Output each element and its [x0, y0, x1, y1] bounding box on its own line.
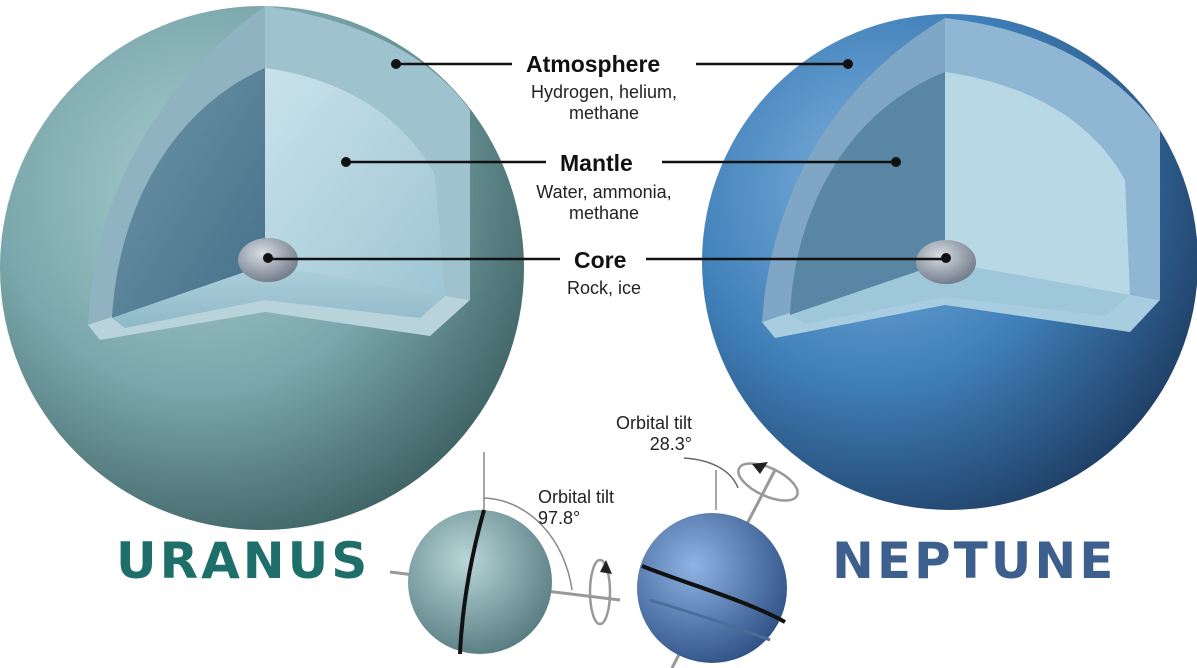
neptune-mantle-left	[790, 72, 945, 315]
leader-lines	[268, 59, 946, 261]
uranus-tilt-value: 97.8°	[538, 508, 581, 528]
mantle-composition-line2: methane	[568, 203, 640, 223]
uranus-tilt-text: Orbital tilt	[538, 487, 615, 507]
uranus-cutaway	[0, 6, 524, 530]
core-composition: Rock, ice	[494, 278, 714, 299]
uranus-name: URANUS	[116, 532, 371, 590]
neptune-tilt-model	[637, 457, 799, 668]
neptune-mantle-floor	[790, 262, 1130, 324]
uranus-small-sphere	[408, 510, 552, 654]
mantle-title: Mantle	[560, 150, 633, 176]
neptune-mantle-right	[945, 72, 1130, 295]
neptune-tilt-label: Orbital tilt 28.3°	[588, 413, 692, 455]
atmosphere-composition-line2: methane	[568, 103, 640, 123]
neptune-equator-line	[641, 564, 786, 624]
neptune-tilt-arc	[683, 457, 739, 489]
mantle-composition-line1: Water, ammonia,	[536, 182, 672, 202]
uranus-mantle-floor	[112, 265, 445, 328]
atmosphere-composition: Hydrogen, helium, methane	[494, 82, 714, 124]
neptune-rotation-arrow	[737, 462, 799, 502]
uranus-equator-line	[458, 509, 486, 655]
uranus-tilt-label: Orbital tilt 97.8°	[538, 487, 614, 529]
atmosphere-composition-line1: Hydrogen, helium,	[530, 82, 678, 102]
uranus-tilt-arc	[483, 497, 573, 591]
core-title: Core	[574, 247, 627, 273]
uranus-tilt-model	[389, 452, 621, 655]
core-composition-line1: Rock, ice	[566, 278, 642, 298]
neptune-small-sphere	[637, 513, 787, 663]
uranus-rotation-arrow	[588, 558, 612, 626]
uranus-mantle-left	[112, 68, 265, 318]
neptune-tilt-value: 28.3°	[649, 434, 692, 454]
atmosphere-title: Atmosphere	[526, 51, 661, 77]
neptune-tilt-text: Orbital tilt	[615, 413, 692, 433]
mantle-composition: Water, ammonia, methane	[494, 182, 714, 224]
neptune-name: NEPTUNE	[832, 532, 1117, 590]
neptune-cutaway	[702, 14, 1197, 510]
uranus-mantle-right	[265, 68, 445, 296]
